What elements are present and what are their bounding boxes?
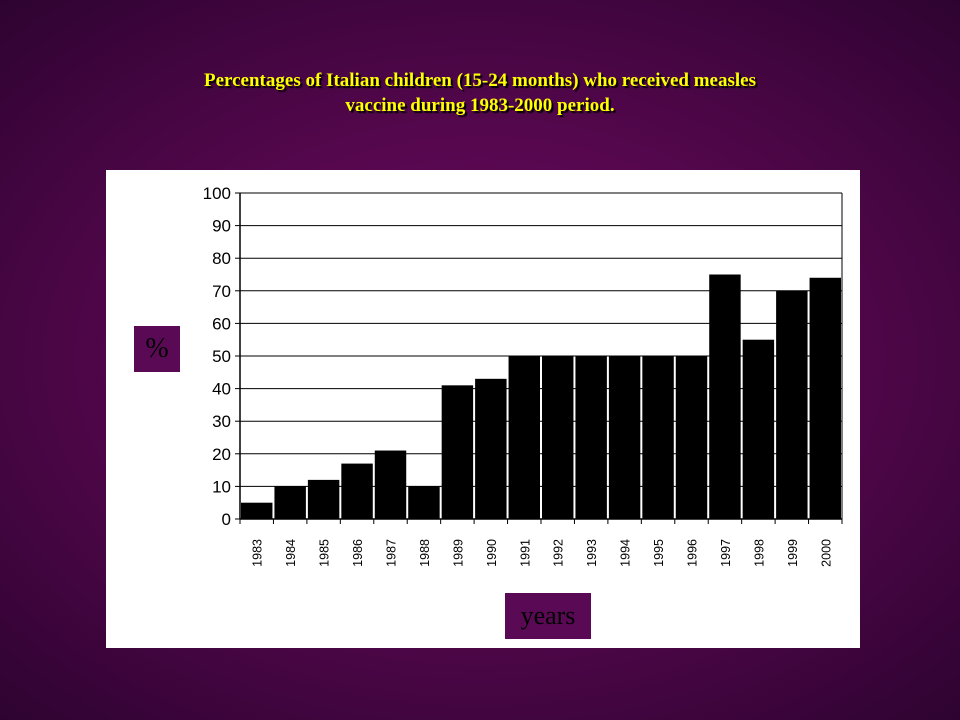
x-tick-label: 1988 [418, 539, 432, 567]
bar [307, 479, 340, 519]
x-tick-label: 1987 [385, 539, 399, 567]
x-tick-label: 1995 [652, 539, 666, 567]
x-tick-label: 1996 [686, 539, 700, 567]
y-tick-label: 0 [222, 510, 231, 529]
x-tick-label: 1991 [518, 539, 532, 567]
x-tick-label: 1999 [786, 539, 800, 567]
y-tick-label: 70 [212, 282, 231, 301]
chart-title: Percentages of Italian children (15-24 m… [80, 68, 880, 118]
x-tick-label: 1997 [719, 539, 733, 567]
y-tick-label: 30 [212, 412, 231, 431]
bar [241, 502, 273, 519]
x-tick-label: 1984 [284, 539, 298, 567]
x-tick-label: 1998 [752, 539, 766, 567]
bar [575, 356, 607, 519]
x-tick-label: 1993 [585, 539, 599, 567]
x-tick-label: 1990 [485, 539, 499, 567]
bar [374, 450, 407, 519]
y-axis-label: % [134, 326, 180, 372]
chart-title-line-1: Percentages of Italian children (15-24 m… [204, 70, 756, 91]
bar [809, 277, 841, 519]
bar [542, 356, 574, 519]
bar [642, 356, 674, 519]
bar [475, 378, 507, 519]
x-axis-label-text: years [520, 601, 576, 630]
bar [742, 339, 775, 519]
x-tick-label: 1986 [351, 539, 365, 567]
y-tick-label: 90 [212, 217, 231, 236]
y-tick-label: 20 [212, 445, 231, 464]
y-tick-label: 50 [212, 347, 231, 366]
bar [441, 385, 474, 519]
x-tick-label: 1983 [251, 539, 265, 567]
bar [776, 290, 808, 519]
bar [341, 463, 373, 519]
chart-title-line-2: vaccine during 1983-2000 period. [345, 95, 615, 116]
bar [274, 486, 306, 519]
y-tick-label: 100 [203, 184, 231, 203]
y-tick-label: 10 [212, 477, 231, 496]
x-tick-label: 2000 [819, 539, 833, 567]
y-tick-label: 40 [212, 380, 231, 399]
x-axis-label: years [505, 593, 591, 639]
bar [508, 356, 540, 519]
x-tick-label: 1994 [619, 539, 633, 567]
y-tick-label: 60 [212, 314, 231, 333]
bar [709, 274, 741, 519]
y-tick-label: 80 [212, 249, 231, 268]
x-tick-label: 1985 [318, 539, 332, 567]
x-tick-label: 1989 [451, 539, 465, 567]
bar [675, 356, 708, 519]
x-tick-label: 1992 [552, 539, 566, 567]
y-axis-label-text: % [145, 333, 169, 364]
bar [608, 356, 641, 519]
bar [408, 486, 440, 519]
